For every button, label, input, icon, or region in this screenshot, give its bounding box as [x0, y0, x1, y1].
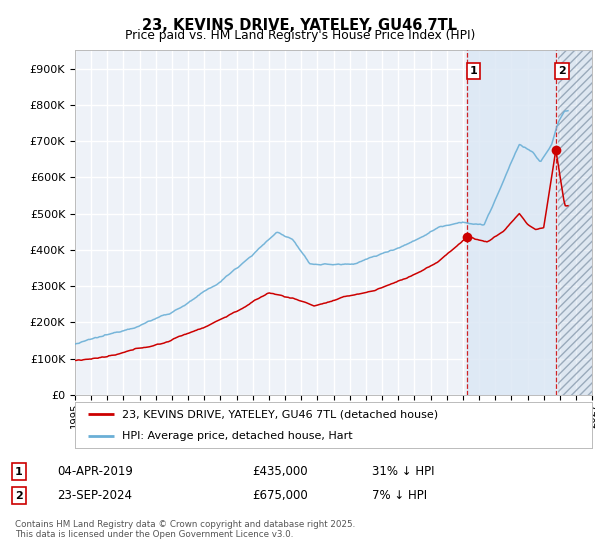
Text: 1: 1: [470, 66, 478, 76]
Text: 31% ↓ HPI: 31% ↓ HPI: [372, 465, 434, 478]
Text: £675,000: £675,000: [252, 489, 308, 502]
Text: 7% ↓ HPI: 7% ↓ HPI: [372, 489, 427, 502]
Text: HPI: Average price, detached house, Hart: HPI: Average price, detached house, Hart: [122, 431, 352, 441]
Text: 23, KEVINS DRIVE, YATELEY, GU46 7TL: 23, KEVINS DRIVE, YATELEY, GU46 7TL: [142, 18, 458, 33]
Text: 2: 2: [15, 491, 23, 501]
Text: 23-SEP-2024: 23-SEP-2024: [57, 489, 132, 502]
Text: Contains HM Land Registry data © Crown copyright and database right 2025.
This d: Contains HM Land Registry data © Crown c…: [15, 520, 355, 539]
Bar: [467, 50, 556, 395]
Text: 2: 2: [558, 66, 566, 76]
Bar: [558, 50, 592, 395]
Text: 1: 1: [15, 466, 23, 477]
Text: Price paid vs. HM Land Registry's House Price Index (HPI): Price paid vs. HM Land Registry's House …: [125, 29, 475, 42]
Bar: [558, 50, 592, 395]
Text: 23, KEVINS DRIVE, YATELEY, GU46 7TL (detached house): 23, KEVINS DRIVE, YATELEY, GU46 7TL (det…: [122, 409, 437, 419]
Text: 04-APR-2019: 04-APR-2019: [57, 465, 133, 478]
Text: £435,000: £435,000: [252, 465, 308, 478]
